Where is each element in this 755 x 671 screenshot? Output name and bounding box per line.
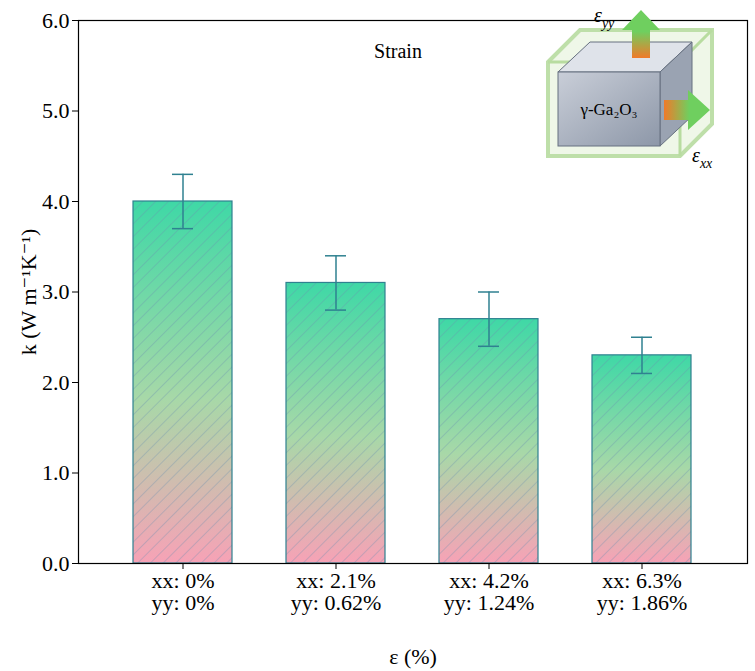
svg-text:k (W m⁻¹K⁻¹): k (W m⁻¹K⁻¹) [16,229,41,355]
svg-text:5.0: 5.0 [42,98,70,123]
svg-text:1.0: 1.0 [42,460,70,485]
svg-text:xx: 4.2%yy: 1.24%: xx: 4.2%yy: 1.24% [444,568,534,615]
svg-text:6.0: 6.0 [42,8,70,33]
svg-text:εyy: εyy [594,4,615,31]
svg-text:Strain: Strain [374,40,422,62]
svg-text:ε (%): ε (%) [389,644,437,669]
svg-text:3.0: 3.0 [42,279,70,304]
svg-text:γ-Ga₂O₃: γ-Ga₂O₃ [579,100,637,119]
svg-text:4.0: 4.0 [42,189,70,214]
svg-text:εxx: εxx [692,144,713,171]
svg-text:2.0: 2.0 [42,370,70,395]
svg-text:xx: 6.3%yy: 1.86%: xx: 6.3%yy: 1.86% [597,568,687,615]
svg-text:xx: 2.1%yy: 0.62%: xx: 2.1%yy: 0.62% [291,568,381,615]
svg-text:xx: 0%yy: 0%: xx: 0%yy: 0% [152,568,215,615]
svg-text:0.0: 0.0 [42,551,70,576]
